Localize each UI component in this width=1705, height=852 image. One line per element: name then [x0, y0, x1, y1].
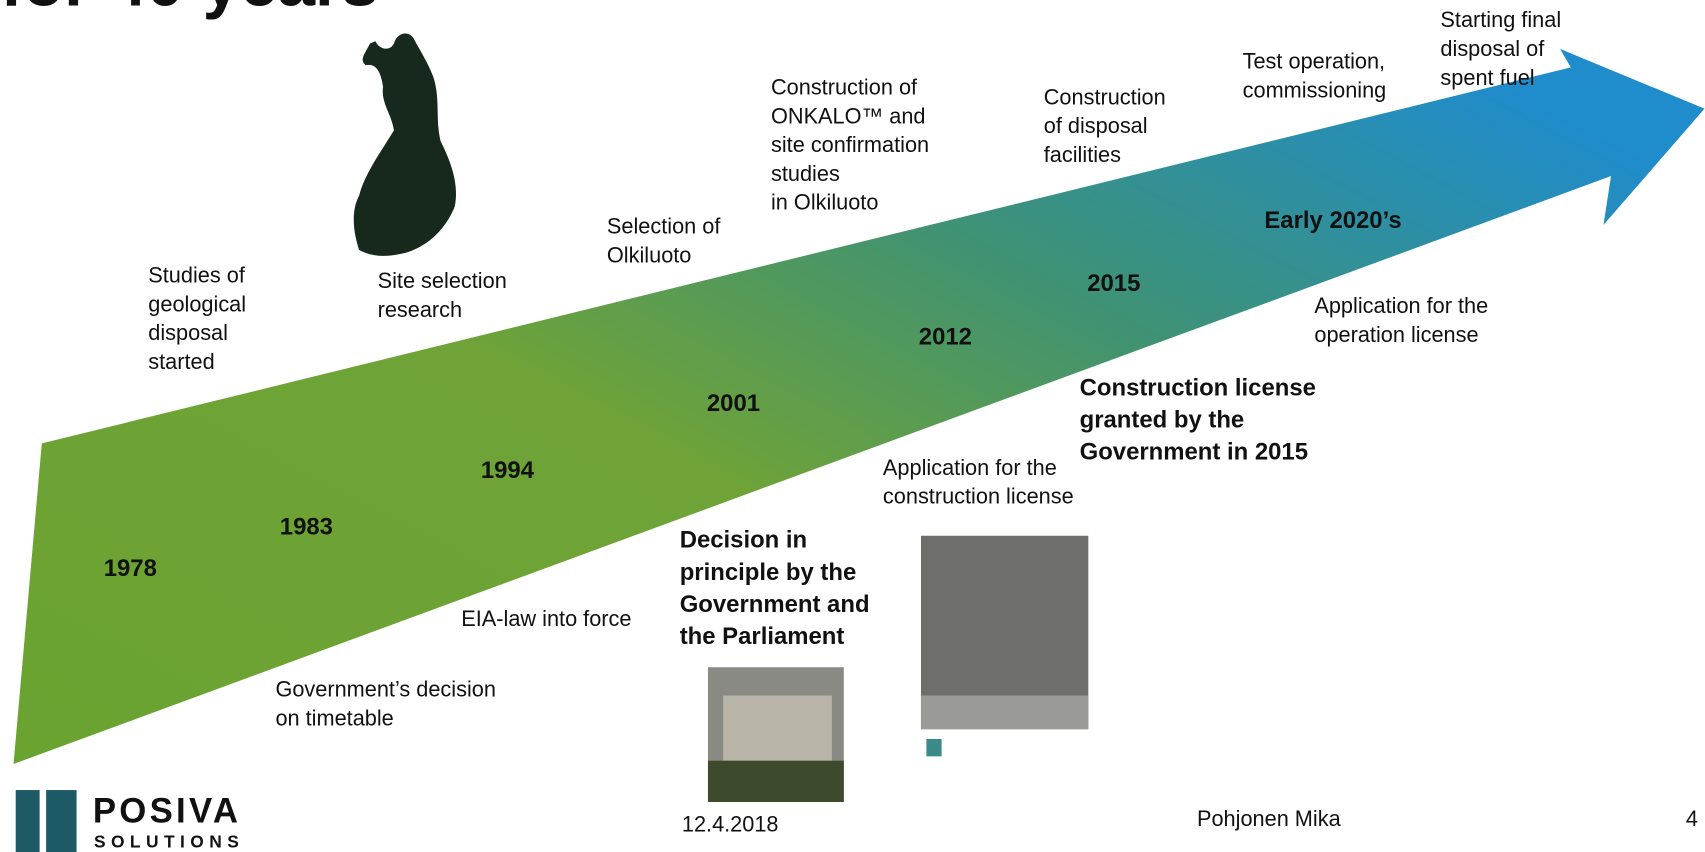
logo-subtext: SOLUTIONS: [94, 832, 244, 852]
event-text: construction license: [883, 484, 1074, 509]
event-text: EIA-law into force: [461, 606, 631, 631]
event-text: Decision in: [680, 527, 807, 554]
event-text: Construction license: [1080, 375, 1316, 402]
report-cover-rock: [921, 696, 1088, 730]
logo-bar: [46, 790, 76, 852]
parliament-trees: [708, 761, 844, 802]
event-text: in Olkiluoto: [771, 190, 878, 215]
finland-map: [354, 34, 456, 256]
event-text: Government and: [680, 591, 870, 618]
event-text: Government’s decision: [275, 677, 496, 702]
event-text: operation license: [1314, 322, 1478, 347]
event-text: facilities: [1044, 142, 1121, 167]
event-text: Application for the: [883, 455, 1057, 480]
event-text: Site selection: [378, 268, 507, 293]
event-text: commissioning: [1243, 77, 1387, 102]
event-text: spent fuel: [1440, 65, 1534, 90]
event-text: granted by the: [1080, 407, 1245, 434]
event-text: Construction of: [771, 75, 918, 100]
event-text: Construction: [1044, 84, 1166, 109]
event-text: started: [148, 349, 214, 374]
logo-text: POSIVA: [93, 793, 241, 831]
event-text: studies: [771, 161, 840, 186]
logo-bar: [16, 790, 40, 852]
year-label: 2001: [707, 390, 760, 417]
event-text: Test operation,: [1243, 48, 1385, 73]
event-text: site confirmation: [771, 132, 929, 157]
slide: for 40 years 1978 1983 1994 2001 2012 2015 Earl…: [0, 0, 1705, 852]
event-text: principle by the: [680, 559, 857, 586]
footer-date: 12.4.2018: [682, 811, 779, 836]
year-label: 1983: [280, 514, 333, 541]
year-label: Early 2020’s: [1264, 207, 1401, 234]
event-text: ONKALO™ and: [771, 103, 926, 128]
event-text: Government in 2015: [1080, 439, 1308, 466]
year-label: 2015: [1087, 270, 1140, 297]
year-label: 2012: [919, 323, 972, 350]
slide-title: for 40 years: [1, 0, 379, 20]
event-text: Selection of: [607, 214, 721, 239]
event-text: Olkiluoto: [607, 242, 692, 267]
event-text: disposal of: [1440, 36, 1545, 61]
event-text: Studies of: [148, 263, 246, 288]
report-logo: [926, 739, 941, 756]
year-label: 1994: [481, 457, 535, 484]
page-number: 4: [1686, 806, 1698, 831]
event-text: of disposal: [1044, 113, 1148, 138]
event-text: on timetable: [275, 705, 393, 730]
footer-author: Pohjonen Mika: [1197, 806, 1342, 831]
event-text: the Parliament: [680, 623, 845, 650]
event-text: research: [378, 297, 463, 322]
event-text: geological: [148, 291, 246, 316]
parliament-columns: [723, 696, 832, 761]
year-label: 1978: [104, 555, 157, 582]
page: { "header": {"title": "for 40 years"}, "…: [0, 0, 1705, 852]
event-text: disposal: [148, 320, 228, 345]
event-text: Application for the: [1314, 293, 1488, 318]
event-text: Starting final: [1440, 7, 1561, 32]
